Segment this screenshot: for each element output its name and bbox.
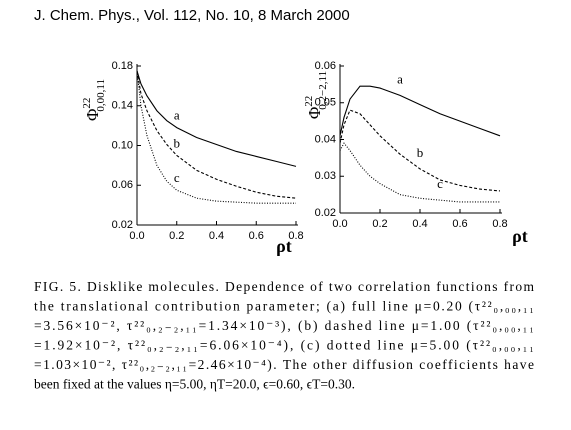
- caption-line: been fixed at the values η=5.00, ηT=20.0…: [34, 377, 355, 392]
- curve: [136, 70, 297, 167]
- caption-line: =3.56×10⁻², τ²²₀,₂₋₂,₁₁=1.34×10⁻³), (b) …: [34, 318, 534, 333]
- y-tick-label: 0.14: [112, 100, 133, 112]
- y-tick-label: 0.06: [315, 60, 336, 72]
- curve: [136, 70, 297, 199]
- series-label: b: [174, 135, 181, 150]
- series-label: a: [397, 71, 403, 86]
- x-tick-label: 0.6: [452, 218, 467, 230]
- y-tick-label: 0.18: [112, 60, 133, 72]
- chart: 0.02 0.06 0.10 0.14 0.18 0.0 0.2 0.4 0.6 0.8 Φ22 0,…: [81, 60, 304, 256]
- y-axis-label: Φ22 0,2−2,11: [303, 71, 329, 119]
- series-label: b: [417, 145, 424, 160]
- x-tick-label: 0.2: [372, 218, 387, 230]
- header-title: J. Chem. Phys., Vol. 112, No. 10, 8 Marc…: [34, 7, 350, 24]
- x-tick-label: 0.0: [332, 218, 347, 230]
- y-tick-label: 0.02: [112, 219, 133, 231]
- series-label: a: [174, 108, 180, 123]
- curve: [339, 85, 501, 137]
- y-label-sup: 22: [303, 96, 315, 107]
- y-tick-label: 0.02: [315, 207, 336, 219]
- y-label-sub: 0,00,11: [95, 79, 107, 112]
- curve: [339, 142, 500, 203]
- x-axis-label: ρt: [512, 226, 528, 246]
- x-tick-label: 0.4: [209, 230, 224, 242]
- y-tick-label: 0.10: [112, 139, 133, 151]
- y-tick-label: 0.05: [315, 97, 336, 109]
- y-label-sup: 22: [81, 98, 93, 109]
- x-tick-label: 0.8: [492, 218, 507, 230]
- y-tick-label: 0.06: [112, 179, 133, 191]
- x-axis-label: ρt: [276, 236, 292, 256]
- x-tick-label: 0.6: [249, 230, 264, 242]
- x-tick-label: 0.2: [169, 230, 184, 242]
- caption-line: FIG. 5. Disklike molecules. Dependence o…: [34, 279, 534, 294]
- y-tick-label: 0.03: [315, 170, 336, 182]
- y-label-symbol: Φ: [83, 109, 102, 121]
- curve: [339, 109, 501, 192]
- caption-line: the translational contribution parameter…: [34, 299, 534, 314]
- x-tick-label: 0.0: [129, 230, 144, 242]
- chart: 0.02 0.03 0.04 0.05 0.06 0.0 0.2 0.4 0.6 0.8 Φ22 0,…: [303, 60, 528, 246]
- y-axis-label: Φ22 0,00,11: [81, 79, 107, 121]
- x-tick-label: 0.4: [412, 218, 427, 230]
- caption-line: =1.03×10⁻², τ²²₀,₂₋₂,₁₁=2.46×10⁻⁴). The …: [34, 357, 534, 372]
- caption: FIG. 5. Disklike molecules. Dependence o…: [34, 279, 534, 392]
- series-label: c: [437, 176, 443, 191]
- caption-line: =1.92×10⁻², τ²²₀,₂₋₂,₁₁=6.06×10⁻⁴), (c) …: [34, 338, 534, 353]
- curve: [136, 70, 296, 204]
- y-label-sub: 0,2−2,11: [317, 71, 329, 110]
- x-tick-label: 0.8: [288, 230, 303, 242]
- series-label: c: [174, 170, 180, 185]
- y-tick-label: 0.04: [315, 133, 336, 145]
- y-label-symbol: Φ: [305, 107, 324, 119]
